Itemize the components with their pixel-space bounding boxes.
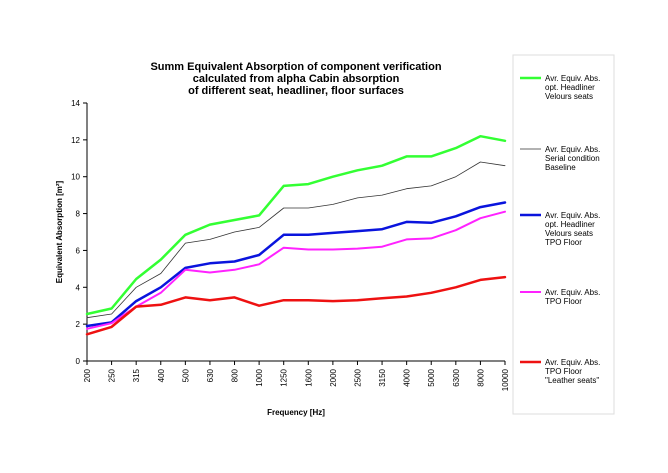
legend-label: TPO Floor — [545, 367, 582, 376]
y-tick-label: 12 — [71, 136, 80, 145]
y-axis-ticks: 0 2 4 6 8 10 12 14 — [71, 99, 87, 366]
series-lines — [85, 134, 507, 336]
legend-label: Velours seats — [545, 229, 593, 238]
legend-label: TPO Floor — [545, 238, 582, 247]
legend-item-4: Avr. Equiv. Abs.TPO Floor — [520, 288, 600, 306]
chart-title-line: Summ Equivalent Absorption of component … — [150, 61, 441, 73]
x-tick-label: 200 — [83, 368, 92, 382]
x-tick-label: 10000 — [501, 368, 510, 391]
series-line-4 — [86, 210, 506, 330]
legend-label: Velours seats — [545, 92, 593, 101]
y-tick-label: 6 — [76, 246, 81, 255]
y-tick-label: 4 — [76, 283, 81, 292]
x-tick-label: 1000 — [255, 368, 264, 386]
x-tick-label: 2500 — [353, 368, 362, 386]
x-tick-label: 800 — [231, 368, 240, 382]
legend-label: "Leather seats" — [545, 376, 599, 385]
plot-area — [87, 103, 505, 361]
x-axis-ticks: 200 250 315 400 500 630 800 1000 1250 1600 2000 250… — [83, 361, 510, 391]
series-line-5 — [85, 275, 507, 336]
legend-label: Avr. Equiv. Abs. — [545, 358, 600, 367]
series-line-3 — [85, 201, 507, 328]
chart-title: Summ Equivalent Absorption of component … — [150, 61, 441, 97]
legend-label: TPO Floor — [545, 297, 582, 306]
x-tick-label: 3150 — [378, 368, 387, 386]
legend-label: Avr. Equiv. Abs. — [545, 74, 600, 83]
legend-label: Serial condition — [545, 154, 600, 163]
x-tick-label: 315 — [132, 368, 141, 382]
y-tick-label: 0 — [76, 357, 81, 366]
y-tick-label: 2 — [76, 320, 81, 329]
x-tick-label: 5000 — [427, 368, 436, 386]
x-tick-label: 500 — [181, 368, 190, 382]
y-tick-label: 8 — [76, 210, 81, 219]
legend-item-5: Avr. Equiv. Abs.TPO Floor"Leather seats" — [520, 358, 600, 385]
legend-label: opt. Headliner — [545, 220, 595, 229]
legend-label: Avr. Equiv. Abs. — [545, 288, 600, 297]
x-tick-label: 8000 — [476, 368, 485, 386]
x-tick-label: 4000 — [403, 368, 412, 386]
chart-title-line: of different seat, headliner, floor surf… — [188, 85, 404, 97]
x-tick-label: 6300 — [452, 368, 461, 386]
y-tick-label: 14 — [71, 99, 80, 108]
x-axis-label: Frequency [Hz] — [267, 408, 325, 417]
y-axis-label: Equivalent Absorption [m²] — [55, 180, 64, 283]
chart-title-line: calculated from alpha Cabin absorption — [193, 73, 400, 85]
x-tick-label: 2000 — [329, 368, 338, 386]
y-tick-label: 10 — [71, 173, 80, 182]
x-tick-label: 400 — [157, 368, 166, 382]
x-tick-label: 250 — [108, 368, 117, 382]
x-tick-label: 630 — [206, 368, 215, 382]
series-line-1 — [85, 134, 507, 316]
series-line-2 — [86, 161, 506, 319]
legend-label: Baseline — [545, 163, 576, 172]
x-tick-label: 1600 — [304, 368, 313, 386]
legend-label: opt. Headliner — [545, 83, 595, 92]
x-tick-label: 1250 — [280, 368, 289, 386]
legend-label: Avr. Equiv. Abs. — [545, 211, 600, 220]
legend-box — [512, 54, 615, 415]
legend-label: Avr. Equiv. Abs. — [545, 145, 600, 154]
